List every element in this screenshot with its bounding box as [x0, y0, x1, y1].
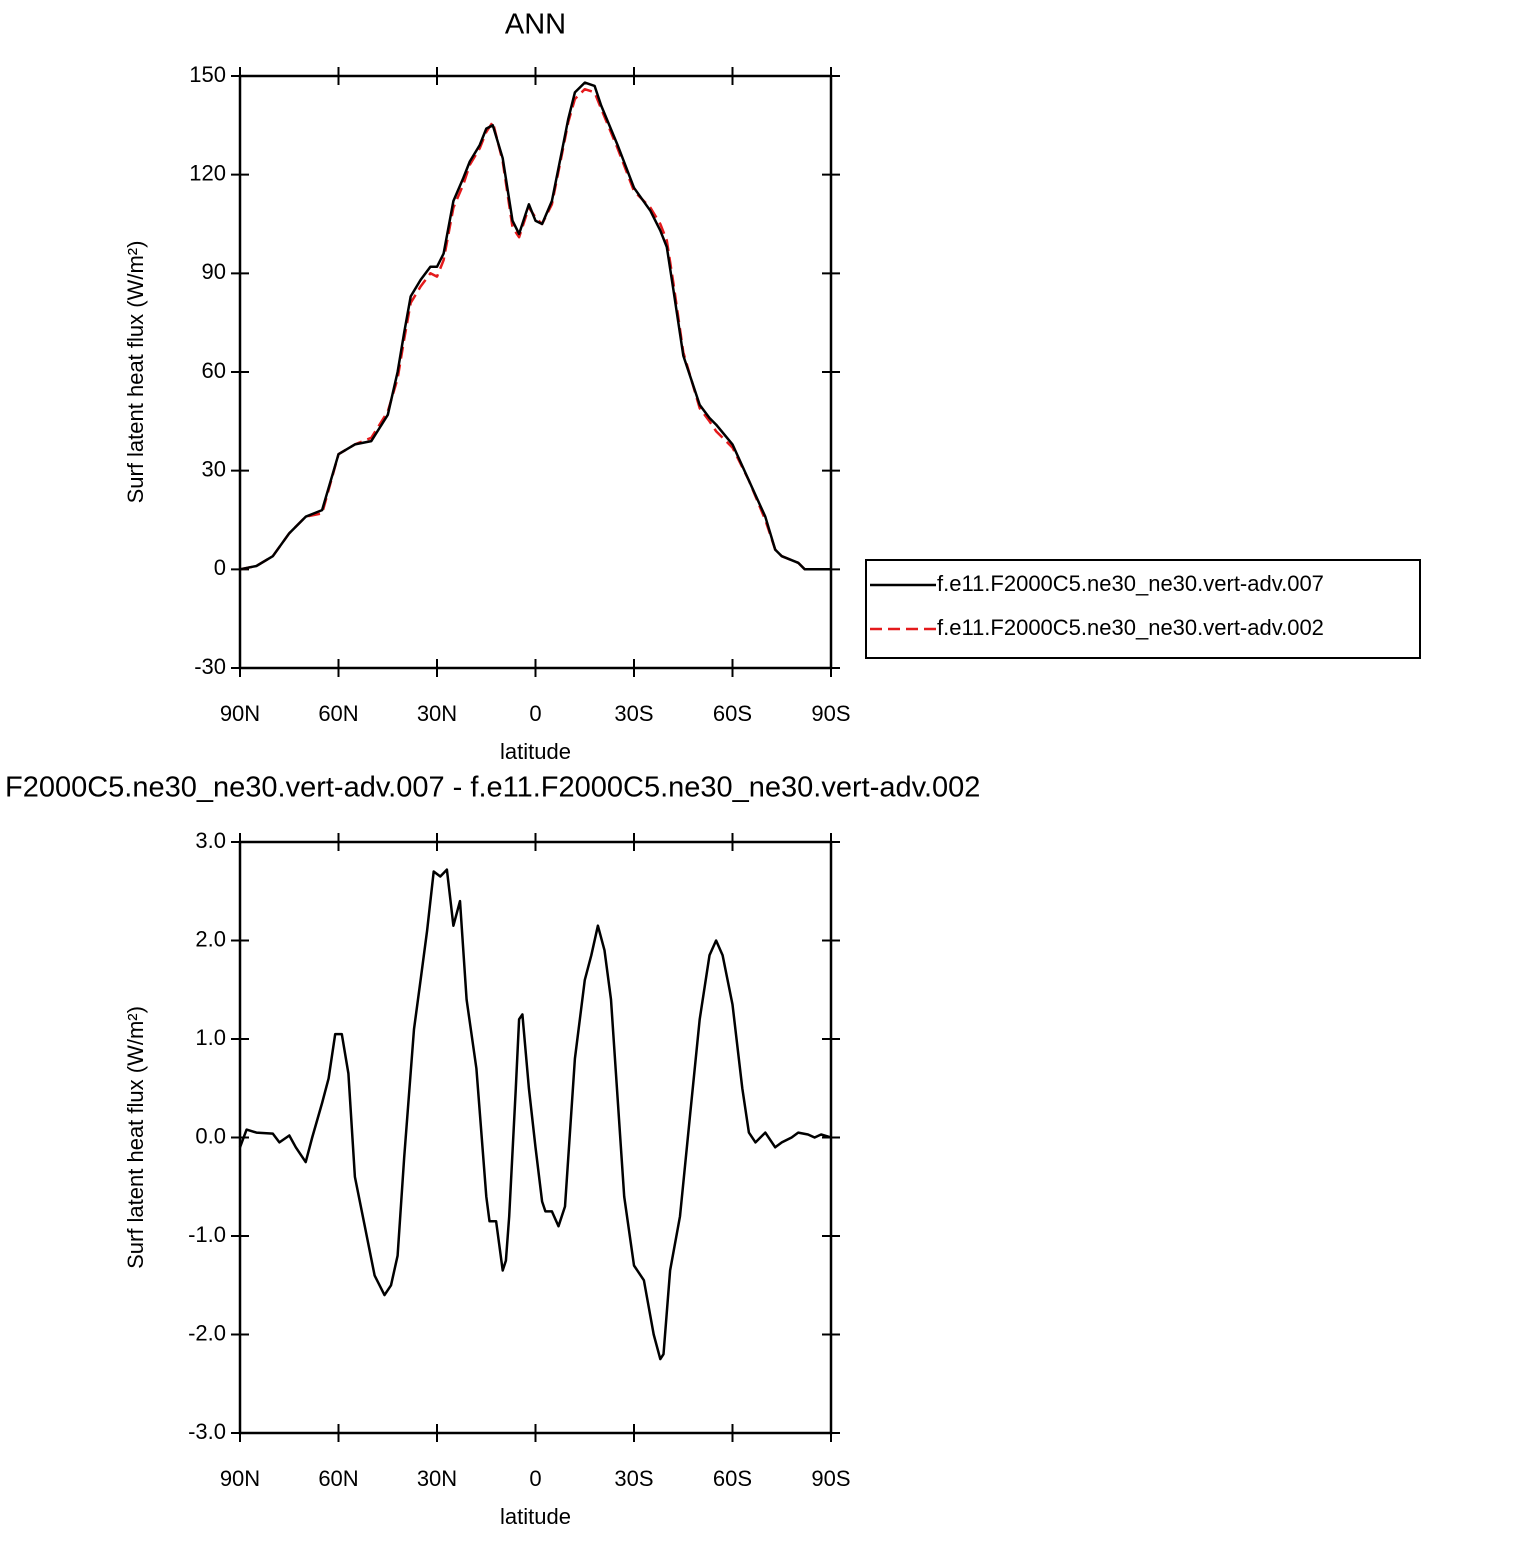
y-axis-label: Surf latent heat flux (W/m²): [123, 241, 148, 504]
chart-title: F2000C5.ne30_ne30.vert-adv.007 - f.e11.F…: [5, 772, 980, 804]
legend-box: [865, 559, 1421, 659]
y-tick-label: -3.0: [188, 1419, 226, 1444]
data-line: [239, 81, 831, 571]
x-tick-label: 60N: [318, 701, 358, 726]
x-tick-label: 30S: [614, 1466, 653, 1491]
x-tick-label: 90N: [220, 701, 260, 726]
plot-frame: [238, 74, 833, 670]
legend-label: f.e11.F2000C5.ne30_ne30.vert-adv.002: [937, 615, 1324, 640]
x-tick-label: 0: [529, 701, 541, 726]
x-tick-label: 90S: [811, 1466, 850, 1491]
y-tick-label: 3.0: [195, 828, 226, 853]
x-axis-label: latitude: [500, 1504, 571, 1529]
data-line: [238, 868, 832, 1361]
x-tick-label: 30N: [417, 1466, 457, 1491]
legend-label: f.e11.F2000C5.ne30_ne30.vert-adv.007: [937, 571, 1324, 596]
y-axis-label: Surf latent heat flux (W/m²): [123, 1006, 148, 1269]
x-tick-label: 0: [529, 1466, 541, 1491]
y-tick-label: 0: [214, 555, 226, 580]
y-tick-label: 60: [202, 358, 226, 383]
y-tick-label: 2.0: [195, 926, 226, 951]
y-tick-label: -1.0: [188, 1222, 226, 1247]
y-tick-label: 90: [202, 259, 226, 284]
x-tick-label: 90S: [811, 701, 850, 726]
x-axis-label: latitude: [500, 739, 571, 764]
x-tick-label: 90N: [220, 1466, 260, 1491]
plot-frame: [238, 840, 833, 1435]
x-tick-label: 60N: [318, 1466, 358, 1491]
x-tick-label: 60S: [713, 1466, 752, 1491]
y-tick-label: 150: [189, 62, 226, 87]
y-tick-label: 1.0: [195, 1025, 226, 1050]
y-tick-label: -2.0: [188, 1320, 226, 1345]
y-tick-label: 30: [202, 456, 226, 481]
y-tick-label: 120: [189, 160, 226, 185]
x-tick-label: 30S: [614, 701, 653, 726]
x-tick-label: 30N: [417, 701, 457, 726]
y-tick-label: 0.0: [195, 1123, 226, 1148]
x-tick-label: 60S: [713, 701, 752, 726]
chart-title: ANN: [505, 9, 566, 41]
data-line: [239, 87, 831, 571]
y-tick-label: -30: [194, 654, 226, 679]
